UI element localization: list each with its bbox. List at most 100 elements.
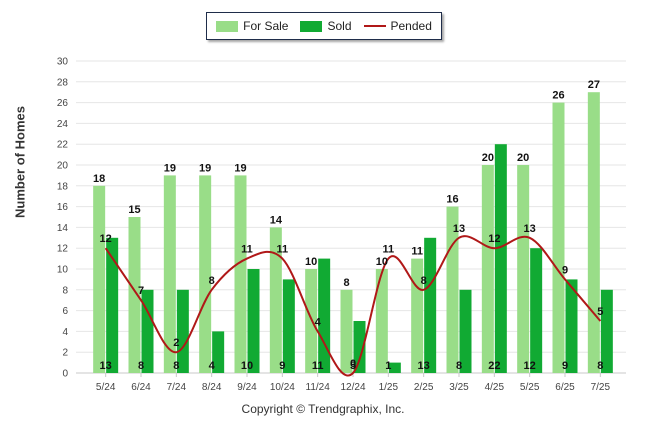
bars [93, 92, 613, 373]
legend-label-for-sale: For Sale [243, 19, 289, 33]
data-label-for-sale: 26 [552, 90, 564, 102]
bar-sold [424, 237, 437, 373]
x-tick-label: 7/25 [591, 382, 611, 393]
bar-sold [141, 289, 154, 373]
x-tick-label: 10/24 [270, 382, 295, 393]
bar-sold [530, 248, 543, 373]
bar-for-sale [199, 175, 212, 373]
bar-for-sale [340, 289, 353, 373]
bar-for-sale [128, 217, 141, 373]
data-label-pended: 5 [597, 306, 603, 318]
legend-item-for-sale[interactable]: For Sale [216, 19, 288, 33]
x-tick-label: 12/24 [340, 382, 365, 393]
bar-for-sale [163, 175, 176, 373]
bar-sold [176, 289, 189, 373]
data-label-sold: 13 [100, 360, 112, 372]
bar-sold [247, 269, 260, 373]
legend-item-sold[interactable]: Sold [300, 19, 352, 33]
data-label-for-sale: 14 [270, 214, 283, 226]
pended-line [104, 235, 602, 377]
data-label-pended: 11 [241, 244, 253, 256]
y-tick-label: 22 [57, 140, 69, 151]
y-tick-label: 8 [62, 285, 68, 296]
bar-sold [353, 321, 366, 373]
data-label-for-sale: 19 [234, 162, 246, 174]
y-tick-label: 0 [62, 369, 68, 380]
y-tick-label: 10 [57, 265, 69, 276]
data-label-pended: 8 [209, 275, 215, 287]
data-label-for-sale: 15 [128, 204, 140, 216]
data-label-pended: 11 [383, 244, 395, 256]
for-sale-swatch [216, 20, 239, 32]
y-tick-label: 30 [57, 57, 69, 68]
y-tick-label: 26 [57, 98, 69, 109]
data-label-sold: 5 [350, 360, 356, 372]
x-tick-label: 5/25 [520, 382, 540, 393]
y-tick-label: 4 [62, 327, 68, 338]
data-label-pended: 0 [350, 358, 356, 370]
bar-for-sale [375, 269, 388, 373]
bar-sold [494, 144, 507, 373]
data-label-for-sale: 8 [343, 277, 349, 289]
sold-swatch [300, 20, 323, 32]
x-tick-label: 2/25 [414, 382, 434, 393]
data-label-for-sale: 11 [411, 246, 423, 258]
bar-for-sale [481, 165, 494, 373]
bar-for-sale [234, 175, 247, 373]
data-label-sold: 8 [597, 360, 603, 372]
legend-item-pended[interactable]: Pended [363, 19, 432, 33]
bar-sold [565, 279, 578, 373]
data-label-for-sale: 16 [446, 194, 458, 206]
x-tick-label: 5/24 [96, 382, 116, 393]
data-label-sold: 8 [456, 360, 462, 372]
data-label-for-sale: 10 [376, 256, 388, 268]
data-label-sold: 1 [385, 360, 391, 372]
bar-for-sale [517, 165, 530, 373]
data-label-sold: 12 [524, 360, 536, 372]
data-label-pended: 8 [421, 275, 427, 287]
data-label-pended: 13 [453, 223, 465, 235]
bar-for-sale [587, 92, 600, 373]
data-label-for-sale: 19 [164, 162, 176, 174]
data-label-for-sale: 27 [588, 79, 600, 91]
bar-sold [388, 362, 401, 373]
bar-for-sale [411, 258, 424, 373]
y-tick-label: 12 [57, 244, 69, 255]
data-label-sold: 9 [279, 360, 285, 372]
x-tick-label: 8/24 [202, 382, 222, 393]
bar-sold [600, 289, 613, 373]
data-label-pended: 2 [173, 337, 179, 349]
data-label-pended: 12 [100, 233, 112, 245]
pended-swatch [363, 25, 386, 27]
bar-sold [318, 258, 331, 373]
data-label-pended: 7 [138, 285, 144, 297]
data-label-for-sale: 10 [305, 256, 317, 268]
y-tick-label: 2 [62, 348, 68, 359]
x-tick-label: 1/25 [379, 382, 399, 393]
y-tick-label: 6 [62, 306, 68, 317]
data-label-pended: 11 [277, 244, 289, 256]
data-label-sold: 4 [209, 360, 216, 372]
data-label-sold: 11 [312, 360, 324, 372]
bar-sold [459, 289, 472, 373]
data-label-for-sale: 18 [93, 173, 105, 185]
pended-series-line [104, 235, 602, 377]
legend-label-pended: Pended [390, 19, 432, 33]
data-label-sold: 13 [418, 360, 430, 372]
data-label-pended: 9 [562, 264, 568, 276]
bar-sold [282, 279, 295, 373]
x-tick-label: 4/25 [485, 382, 505, 393]
x-tick-label: 11/24 [306, 382, 331, 393]
copyright-footer: Copyright © Trendgraphix, Inc. [241, 402, 405, 416]
bar-sold [212, 331, 225, 373]
data-label-sold: 10 [241, 360, 253, 372]
x-tick-label: 6/24 [131, 382, 151, 393]
data-label-sold: 9 [562, 360, 568, 372]
data-labels: 1813158198194191014910118510111131682022… [93, 79, 603, 372]
bar-sold [106, 237, 119, 373]
y-tick-label: 16 [57, 202, 69, 213]
bar-for-sale [269, 227, 282, 373]
y-tick-label: 24 [57, 119, 69, 130]
bar-for-sale [552, 102, 565, 373]
